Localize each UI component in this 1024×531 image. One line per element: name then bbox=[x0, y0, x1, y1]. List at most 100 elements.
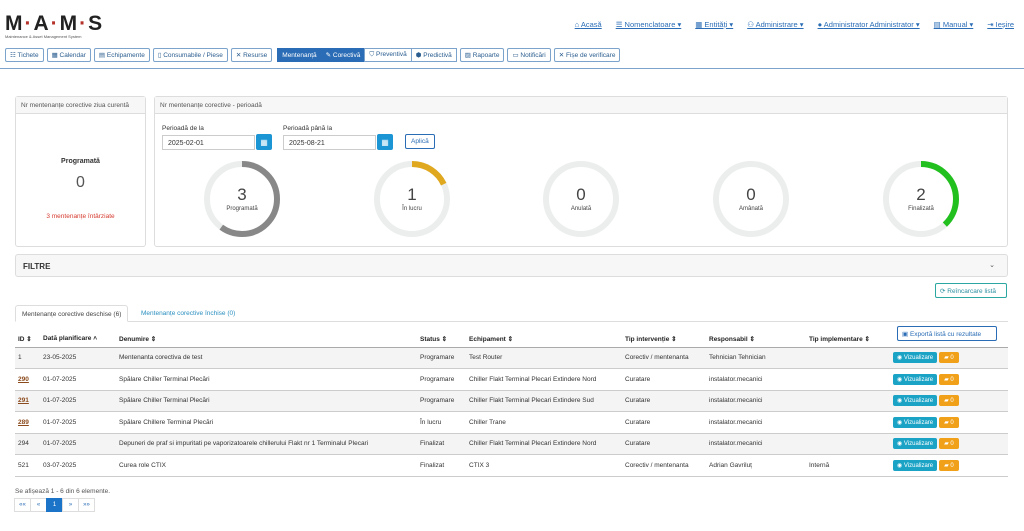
column-header[interactable]: Denumire ⇕ bbox=[116, 331, 417, 348]
view-button[interactable]: ◉ Vizualizare bbox=[893, 373, 938, 385]
column-header[interactable]: Dată planificare ˄ bbox=[40, 331, 116, 348]
table-header-row: ID ⇕ Dată planificare ˄ Denumire ⇕ Status ⇕… bbox=[15, 331, 1008, 348]
comments-count-button[interactable]: ▰ 0 bbox=[939, 395, 959, 407]
equipment-cell: Chiller Flakt Terminal Plecari Extindere… bbox=[466, 433, 622, 455]
period-card-header: Nr mentenanțe corective - perioadă bbox=[155, 97, 1007, 114]
nav-item-1[interactable]: ☰ Nomenclatoare ▾ bbox=[616, 20, 682, 29]
calendar-button[interactable]: ▦ Calendar bbox=[46, 48, 91, 62]
nav-item-6[interactable]: ⇥ Ieșire bbox=[987, 20, 1014, 29]
column-header[interactable]: Responsabil ⇕ bbox=[706, 331, 806, 348]
user-icon: ● bbox=[817, 20, 824, 29]
column-header[interactable]: Tip implementare ⇕ bbox=[806, 331, 890, 348]
predictiva-button[interactable]: ⬢ Predictivă bbox=[410, 48, 457, 62]
id-cell: 521 bbox=[15, 454, 40, 477]
table-row: 291 01-07-2025 Spălare Chiller Terminal Pl… bbox=[15, 390, 1008, 412]
nav-label: Entități ▾ bbox=[704, 20, 734, 29]
id-link[interactable]: 290 bbox=[18, 375, 29, 383]
page-button[interactable]: »» bbox=[78, 498, 95, 512]
page-button[interactable]: 1 bbox=[46, 498, 63, 512]
responsible-cell: instalator.mecanici bbox=[706, 368, 806, 391]
name-cell: Depuneri de praf si impuritati pe vapori… bbox=[116, 433, 417, 455]
gauge-value: 3 bbox=[237, 185, 247, 204]
gauge-label: Anulată bbox=[570, 206, 592, 212]
view-button[interactable]: ◉ Vizualizare bbox=[893, 395, 938, 407]
equipment-cell: Chiller Flakt Terminal Plecari Extindere… bbox=[466, 368, 622, 391]
nav-item-2[interactable]: ▦ Entități ▾ bbox=[695, 20, 733, 29]
view-button[interactable]: ◉ Vizualizare bbox=[893, 438, 938, 450]
comments-count-button[interactable]: ▰ 0 bbox=[939, 373, 959, 385]
gauge-ring bbox=[204, 161, 280, 237]
mentenanta-button[interactable]: Mentenanță bbox=[277, 48, 322, 62]
filters-panel[interactable]: FILTRE ⌄ bbox=[15, 254, 1008, 277]
tab-closed[interactable]: Mentenanțe corective închise (0) bbox=[141, 310, 236, 317]
today-card-header: Nr mentenanțe corective ziua curentă bbox=[16, 97, 145, 114]
actions-cell: ◉ Vizualizare ▰ 0 bbox=[890, 347, 1008, 369]
column-header bbox=[890, 331, 1008, 348]
id-link[interactable]: 289 bbox=[18, 418, 29, 426]
list-icon: ☰ bbox=[615, 20, 625, 29]
responsible-cell: instalator.mecanici bbox=[706, 433, 806, 455]
column-header[interactable]: Tip intervenție ⇕ bbox=[622, 331, 706, 348]
gauge-value: 0 bbox=[746, 185, 756, 204]
nav-item-0[interactable]: ⌂ Acasă bbox=[575, 20, 602, 29]
table-row: 521 03-07-2025 Curea role CTIX Finalizat CTI… bbox=[15, 454, 1008, 477]
notificari-button[interactable]: ▭ Notificări bbox=[507, 48, 551, 62]
nav-item-3[interactable]: ⚇ Administrare ▾ bbox=[747, 20, 803, 29]
filters-title: FILTRE bbox=[23, 262, 51, 271]
chevron-down-icon[interactable]: ⌄ bbox=[989, 262, 995, 269]
page-button[interactable]: « bbox=[30, 498, 47, 512]
rapoarte-button[interactable]: ▨ Rapoarte bbox=[459, 48, 505, 62]
preventiva-button[interactable]: ⛉ Preventivă bbox=[364, 48, 412, 62]
date-cell: 01-07-2025 bbox=[40, 411, 116, 434]
page-button[interactable]: «« bbox=[14, 498, 31, 512]
id-cell: 290 bbox=[15, 368, 40, 391]
responsible-cell: instalator.mecanici bbox=[706, 411, 806, 434]
fise-verificare-button[interactable]: ✕ Fișe de verificare bbox=[553, 48, 621, 62]
view-button[interactable]: ◉ Vizualizare bbox=[893, 352, 938, 364]
view-button[interactable]: ◉ Vizualizare bbox=[893, 459, 938, 471]
page-button[interactable]: » bbox=[62, 498, 79, 512]
id-cell: 291 bbox=[15, 390, 40, 412]
comments-count-button[interactable]: ▰ 0 bbox=[939, 352, 959, 364]
column-header[interactable]: Echipament ⇕ bbox=[466, 331, 622, 348]
tab-open[interactable]: Mentenanțe corective deschise (6) bbox=[15, 305, 129, 322]
gauge-În lucru: 1 În lucru bbox=[372, 159, 452, 239]
type-cell: Curatare bbox=[622, 390, 706, 412]
nav-item-4[interactable]: ● Administrator Administrator ▾ bbox=[818, 20, 920, 29]
id-link[interactable]: 291 bbox=[18, 397, 29, 405]
responsible-cell: Adrian Gavriluț bbox=[706, 454, 806, 477]
reload-list-button[interactable]: ⟳ Reîncarcare listă bbox=[935, 283, 1007, 298]
comments-count-button[interactable]: ▰ 0 bbox=[939, 416, 959, 428]
nav-label: Administrator Administrator ▾ bbox=[823, 20, 920, 29]
date-from-input[interactable]: 2025-02-01 bbox=[162, 135, 255, 150]
implementation-cell: Internă bbox=[806, 454, 890, 477]
corectiva-button[interactable]: ✎ Corectivă bbox=[320, 48, 366, 62]
consumabile-button[interactable]: ▯ Consumabile / Piese bbox=[152, 48, 228, 62]
table-row: 1 23-05-2025 Mentenanta corectiva de test P… bbox=[15, 347, 1008, 369]
resurse-button[interactable]: ✕ Resurse bbox=[230, 48, 273, 62]
echipamente-button[interactable]: ▤ Echipamente bbox=[93, 48, 150, 62]
nav-label: Ieșire bbox=[995, 20, 1014, 29]
gauge-Programată: 3 Programată bbox=[202, 159, 282, 239]
tichete-button[interactable]: ☷ Tichete bbox=[5, 48, 44, 62]
gauge-ring bbox=[374, 161, 450, 237]
equipment-cell: Chiller Flakt Terminal Plecari Extindere… bbox=[466, 390, 622, 412]
calendar-to-icon[interactable]: ▦ bbox=[377, 134, 393, 150]
calendar-from-icon[interactable]: ▦ bbox=[256, 134, 272, 150]
apply-button[interactable]: Aplică bbox=[405, 134, 435, 149]
comments-count-button[interactable]: ▰ 0 bbox=[939, 438, 959, 450]
logo-subtitle: Maintenance & Asset Management System bbox=[5, 34, 82, 39]
name-cell: Curea role CTIX bbox=[116, 454, 417, 477]
column-header[interactable]: Status ⇕ bbox=[417, 331, 466, 348]
nav-item-5[interactable]: ▤ Manual ▾ bbox=[934, 20, 974, 29]
type-cell: Corectiv / mentenanta bbox=[622, 347, 706, 369]
comments-count-button[interactable]: ▰ 0 bbox=[939, 459, 959, 471]
responsible-cell: instalator.mecanici bbox=[706, 390, 806, 412]
view-button[interactable]: ◉ Vizualizare bbox=[893, 416, 938, 428]
app-logo[interactable]: M·A·M·S Maintenance & Asset Management S… bbox=[5, 12, 104, 39]
name-cell: Spălare Chiller Terminal Plecări bbox=[116, 368, 417, 391]
column-header[interactable]: ID ⇕ bbox=[15, 331, 40, 348]
date-to-input[interactable]: 2025-08-21 bbox=[283, 135, 376, 150]
date-cell: 01-07-2025 bbox=[40, 390, 116, 412]
gauge-value: 1 bbox=[407, 185, 417, 204]
